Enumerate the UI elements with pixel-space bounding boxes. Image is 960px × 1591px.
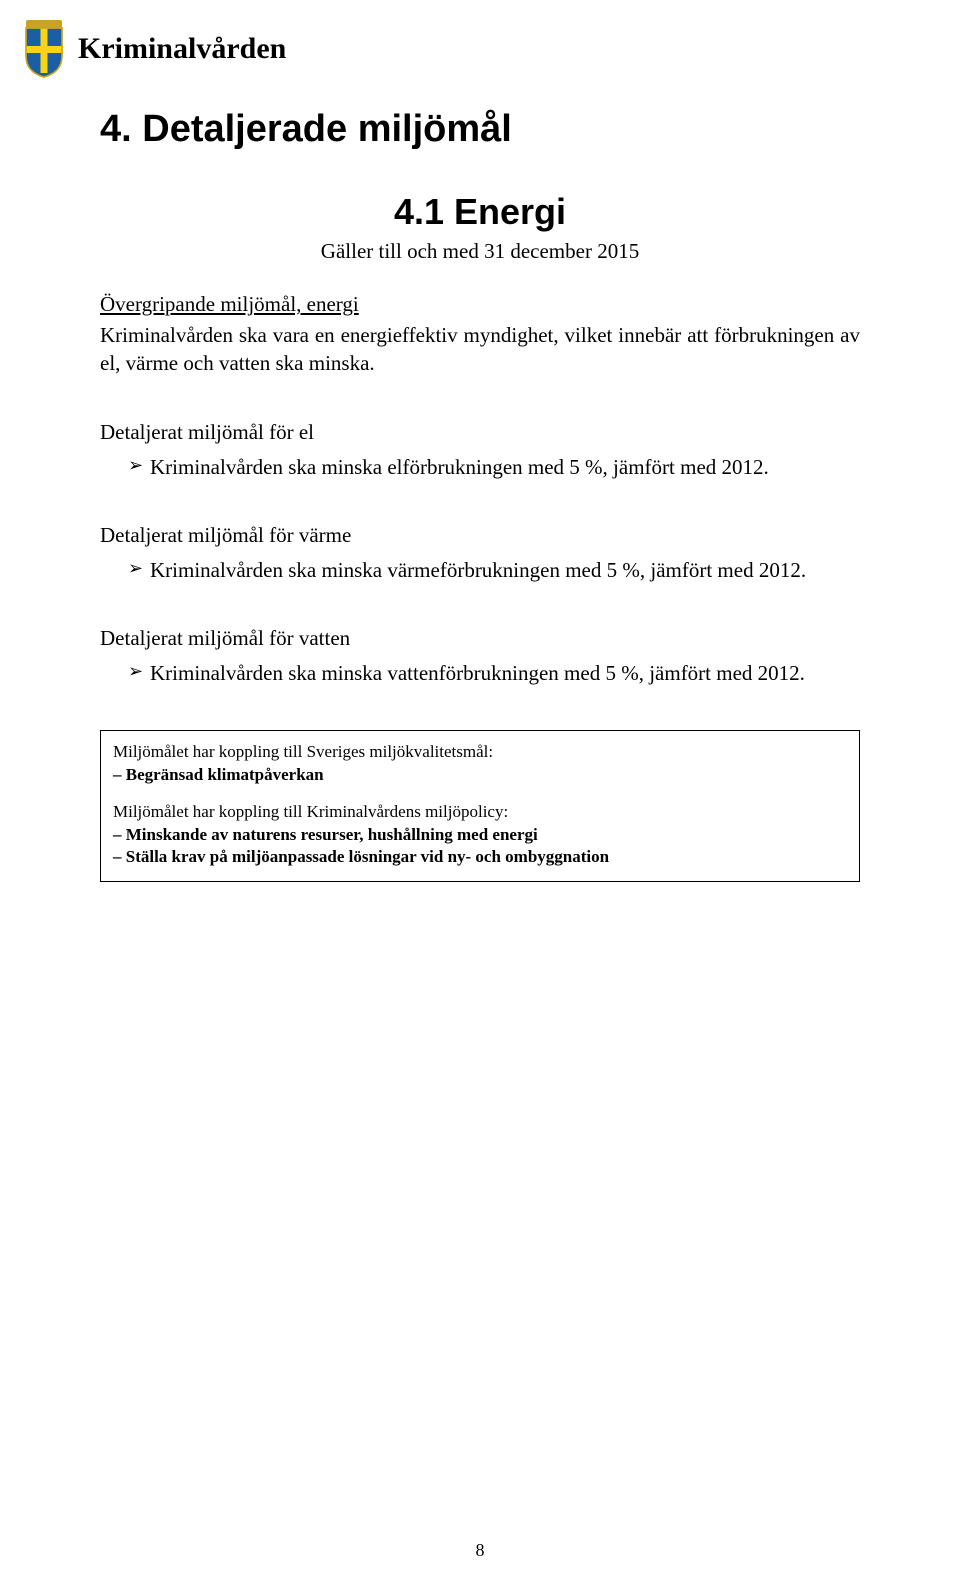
vatten-heading: Detaljerat miljömål för vatten [100,626,860,651]
vatten-bullet-list: Kriminalvården ska minska vattenförbrukn… [100,659,860,687]
page-header: Kriminalvården [20,20,860,78]
list-item: Kriminalvården ska minska vattenförbrukn… [128,659,860,687]
el-bullet-list: Kriminalvården ska minska elförbrukninge… [100,453,860,481]
subtitle-caption: Gäller till och med 31 december 2015 [100,239,860,264]
varme-heading: Detaljerat miljömål för värme [100,523,860,548]
el-heading: Detaljerat miljömål för el [100,420,860,445]
box-line-3: Miljömålet har koppling till Kriminalvår… [113,801,847,824]
document-page: Kriminalvården 4. Detaljerade miljömål 4… [0,0,960,1591]
overarching-paragraph: Kriminalvården ska vara en energieffekti… [100,321,860,378]
list-item: Kriminalvården ska minska elförbrukninge… [128,453,860,481]
box-line-1: Miljömålet har koppling till Sveriges mi… [113,741,847,764]
subtitle-block: 4.1 Energi Gäller till och med 31 decemb… [100,191,860,264]
overarching-heading: Övergripande miljömål, energi [100,292,860,317]
info-box: Miljömålet har koppling till Sveriges mi… [100,730,860,883]
shield-logo-icon [20,20,68,78]
page-number: 8 [0,1540,960,1561]
section-subtitle: 4.1 Energi [100,191,860,233]
varme-bullet-list: Kriminalvården ska minska värmeförbrukni… [100,556,860,584]
box-line-5: – Ställa krav på miljöanpassade lösninga… [113,846,847,869]
box-spacer [113,787,847,801]
org-name-text: Kriminalvården [78,32,286,66]
box-line-4: – Minskande av naturens resurser, hushål… [113,824,847,847]
box-line-2: – Begränsad klimatpåverkan [113,764,847,787]
list-item: Kriminalvården ska minska värmeförbrukni… [128,556,860,584]
page-title: 4. Detaljerade miljömål [100,108,860,151]
